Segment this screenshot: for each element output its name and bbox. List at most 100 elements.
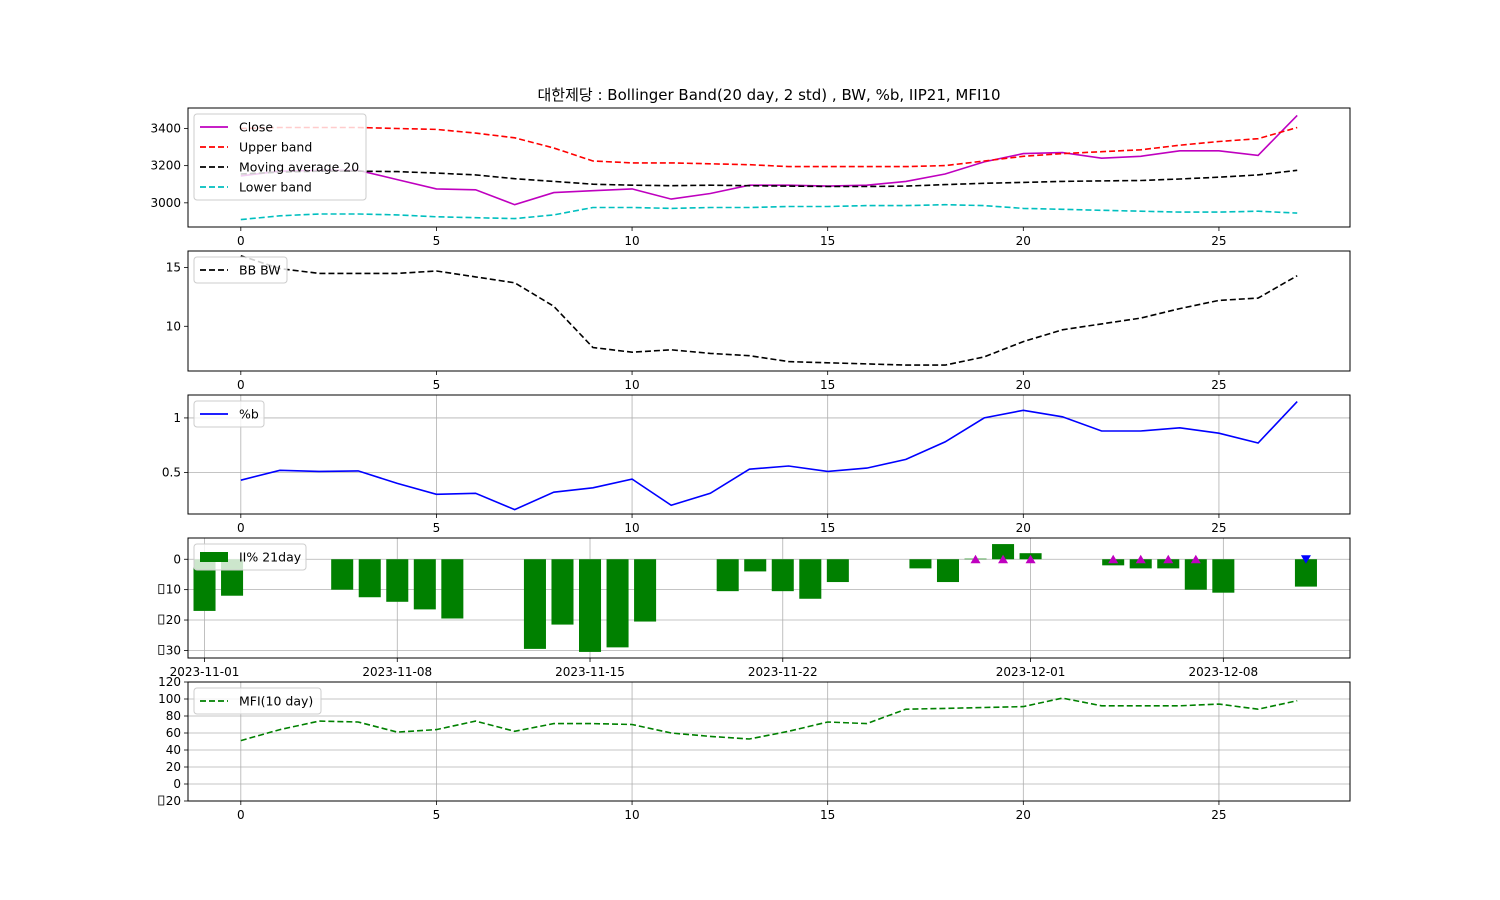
iip-bar bbox=[1129, 559, 1152, 569]
legend-entry-label: %b bbox=[239, 407, 259, 422]
x-tick-label: 15 bbox=[820, 521, 835, 535]
minus-glyph-icon bbox=[158, 645, 165, 655]
legend-entry-label: BB BW bbox=[239, 263, 281, 278]
x-tick-label: 0 bbox=[237, 234, 245, 248]
buy-signal-marker bbox=[970, 554, 981, 564]
panel-bw: 0 5 10 15 20 25 10 15 BB BW bbox=[166, 250, 1351, 392]
buy-signal-marker bbox=[998, 554, 1009, 564]
x-tick-label: 20 bbox=[1016, 234, 1031, 248]
series-line-mfi-10-day bbox=[240, 697, 1298, 742]
legend-box bbox=[193, 687, 322, 715]
iip-bar bbox=[1294, 559, 1317, 587]
y-tick-label: 20 bbox=[166, 794, 181, 808]
panel-iip: 2023-11-01 2023-11-08 2023-11-15 2023-11-22… bbox=[158, 537, 1351, 679]
minus-glyph-icon bbox=[158, 584, 165, 595]
iip-bar bbox=[909, 559, 932, 569]
y-tick-label: 60 bbox=[166, 726, 181, 740]
legend-entry-label: II% 21day bbox=[239, 550, 302, 565]
x-tick-label: 2023-11-08 bbox=[362, 665, 432, 679]
x-tick-label: 5 bbox=[433, 378, 441, 392]
x-tick-label: 2023-11-22 bbox=[748, 665, 818, 679]
y-tick-label: 3000 bbox=[150, 196, 181, 210]
x-tick-label: 2023-12-08 bbox=[1188, 665, 1258, 679]
x-tick-label: 25 bbox=[1211, 234, 1226, 248]
iip-bar bbox=[799, 559, 822, 599]
y-tick-label: 15 bbox=[166, 260, 181, 274]
x-tick-label: 20 bbox=[1016, 378, 1031, 392]
iip-bar bbox=[358, 559, 381, 598]
x-tick-label: 15 bbox=[820, 808, 835, 822]
series-line-b bbox=[240, 401, 1298, 511]
iip-bar bbox=[1212, 559, 1235, 593]
x-tick-label: 5 bbox=[433, 521, 441, 535]
iip-bar bbox=[771, 559, 794, 592]
iip-bar bbox=[1157, 559, 1180, 569]
series-line-lower-band bbox=[240, 203, 1298, 221]
legend-entry-label: Upper band bbox=[239, 140, 312, 155]
y-tick-label: 20 bbox=[166, 613, 181, 627]
y-tick-label: 0.5 bbox=[162, 466, 181, 480]
y-tick-label: 0 bbox=[173, 777, 181, 791]
x-tick-label: 2023-11-01 bbox=[170, 665, 240, 679]
y-tick-label: 10 bbox=[166, 583, 181, 597]
x-tick-label: 15 bbox=[820, 234, 835, 248]
series-line-close bbox=[240, 114, 1298, 206]
iip-bar bbox=[413, 559, 436, 610]
series-line-moving-average-20 bbox=[240, 169, 1298, 188]
y-tick-label: 80 bbox=[166, 709, 181, 723]
iip-bar bbox=[716, 559, 739, 592]
iip-bar bbox=[523, 559, 546, 649]
y-tick-label: 100 bbox=[158, 692, 181, 706]
x-tick-label: 0 bbox=[237, 521, 245, 535]
x-tick-label: 10 bbox=[624, 521, 639, 535]
sell-signal-marker bbox=[1300, 555, 1311, 564]
x-tick-label: 5 bbox=[433, 234, 441, 248]
panel-price: 0 5 10 15 20 25 3000 3200 3400 Close Upper band Mov… bbox=[150, 107, 1351, 248]
x-tick-label: 25 bbox=[1211, 378, 1226, 392]
iip-bar bbox=[992, 544, 1015, 560]
axes-frame bbox=[187, 250, 1351, 372]
legend-box bbox=[193, 256, 288, 284]
series-line-upper-band bbox=[240, 126, 1298, 168]
y-tick-label: 3400 bbox=[150, 121, 181, 135]
iip-bar bbox=[579, 559, 602, 652]
iip-bar bbox=[744, 559, 767, 572]
iip-bar bbox=[634, 559, 657, 622]
x-tick-label: 2023-11-15 bbox=[555, 665, 625, 679]
iip-bar bbox=[606, 559, 629, 648]
buy-signal-marker bbox=[1190, 554, 1201, 564]
axes-frame bbox=[187, 537, 1351, 659]
buy-signal-marker bbox=[1163, 554, 1174, 564]
legend-box bbox=[193, 400, 265, 428]
iip-bar bbox=[936, 559, 959, 583]
minus-glyph-icon bbox=[158, 795, 165, 806]
buy-signal-marker bbox=[1135, 554, 1146, 564]
legend-entry-label: Moving average 20 bbox=[239, 160, 359, 175]
iip-bar bbox=[1184, 559, 1207, 590]
axes-frame bbox=[187, 107, 1351, 228]
x-tick-label: 25 bbox=[1211, 808, 1226, 822]
x-tick-label: 20 bbox=[1016, 808, 1031, 822]
x-tick-label: 20 bbox=[1016, 521, 1031, 535]
y-tick-label: 1 bbox=[173, 411, 181, 425]
axes-frame bbox=[187, 681, 1351, 802]
panel-pctb: 0 5 10 15 20 25 0.5 1 %b bbox=[162, 394, 1351, 535]
legend-box bbox=[193, 543, 307, 571]
y-tick-label: 10 bbox=[166, 319, 181, 333]
y-tick-label: 120 bbox=[158, 675, 181, 689]
y-tick-label: 0 bbox=[173, 552, 181, 566]
x-tick-label: 0 bbox=[237, 378, 245, 392]
figure-title: 대한제당 : Bollinger Band(20 day, 2 std) , B… bbox=[537, 86, 1000, 104]
panel-mfi: 0 5 10 15 20 25 20 0 20 40 60 80 100 120 MFI(10 day) bbox=[158, 675, 1351, 822]
y-tick-label: 3200 bbox=[150, 159, 181, 173]
buy-signal-marker bbox=[1025, 554, 1036, 564]
x-tick-label: 15 bbox=[820, 378, 835, 392]
buy-signal-marker bbox=[1108, 554, 1119, 564]
iip-bar bbox=[826, 559, 849, 583]
legend-entry-label: MFI(10 day) bbox=[239, 694, 313, 709]
y-tick-label: 40 bbox=[166, 743, 181, 757]
legend-entry-label: Lower band bbox=[239, 180, 312, 195]
x-tick-label: 10 bbox=[624, 378, 639, 392]
